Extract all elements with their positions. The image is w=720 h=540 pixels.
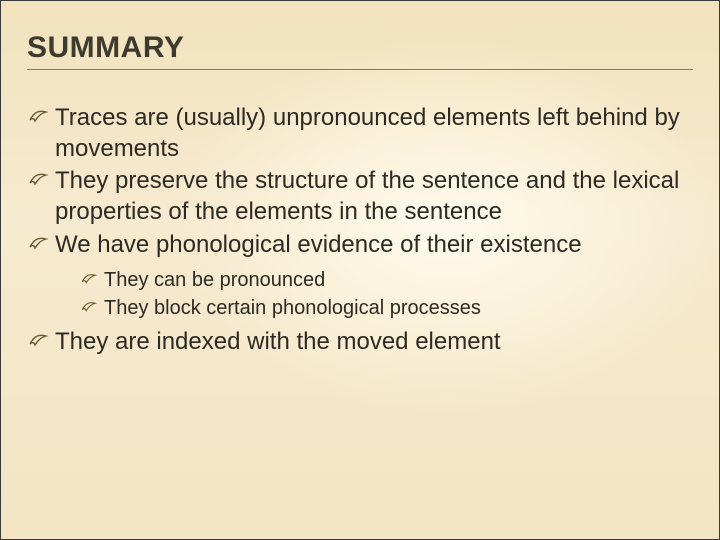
bullet-icon [81,300,98,313]
bullet-text: Traces are (usually) unpronounced elemen… [55,103,691,164]
list-item: They block certain phonological processe… [81,295,691,321]
title-region: SUMMARY [27,31,693,70]
slide-title: SUMMARY [27,31,693,70]
sub-list: They can be pronounced They block certai… [29,267,691,322]
list-item: They can be pronounced [81,267,691,293]
bullet-icon [29,235,49,251]
bullet-text: They can be pronounced [104,267,691,293]
list-item: We have phonological evidence of their e… [29,230,691,261]
list-item: They preserve the structure of the sente… [29,166,691,227]
bullet-text: They are indexed with the moved element [55,327,691,358]
bullet-text: We have phonological evidence of their e… [55,230,691,261]
bullet-icon [81,272,98,285]
slide: SUMMARY Traces are (usually) unpronounce… [0,0,720,540]
bullet-text: They block certain phonological processe… [104,295,691,321]
bullet-icon [29,171,49,187]
list-item: They are indexed with the moved element [29,327,691,358]
slide-body: Traces are (usually) unpronounced elemen… [29,103,691,360]
list-item: Traces are (usually) unpronounced elemen… [29,103,691,164]
bullet-text: They preserve the structure of the sente… [55,166,691,227]
bullet-icon [29,108,49,124]
bullet-icon [29,332,49,348]
